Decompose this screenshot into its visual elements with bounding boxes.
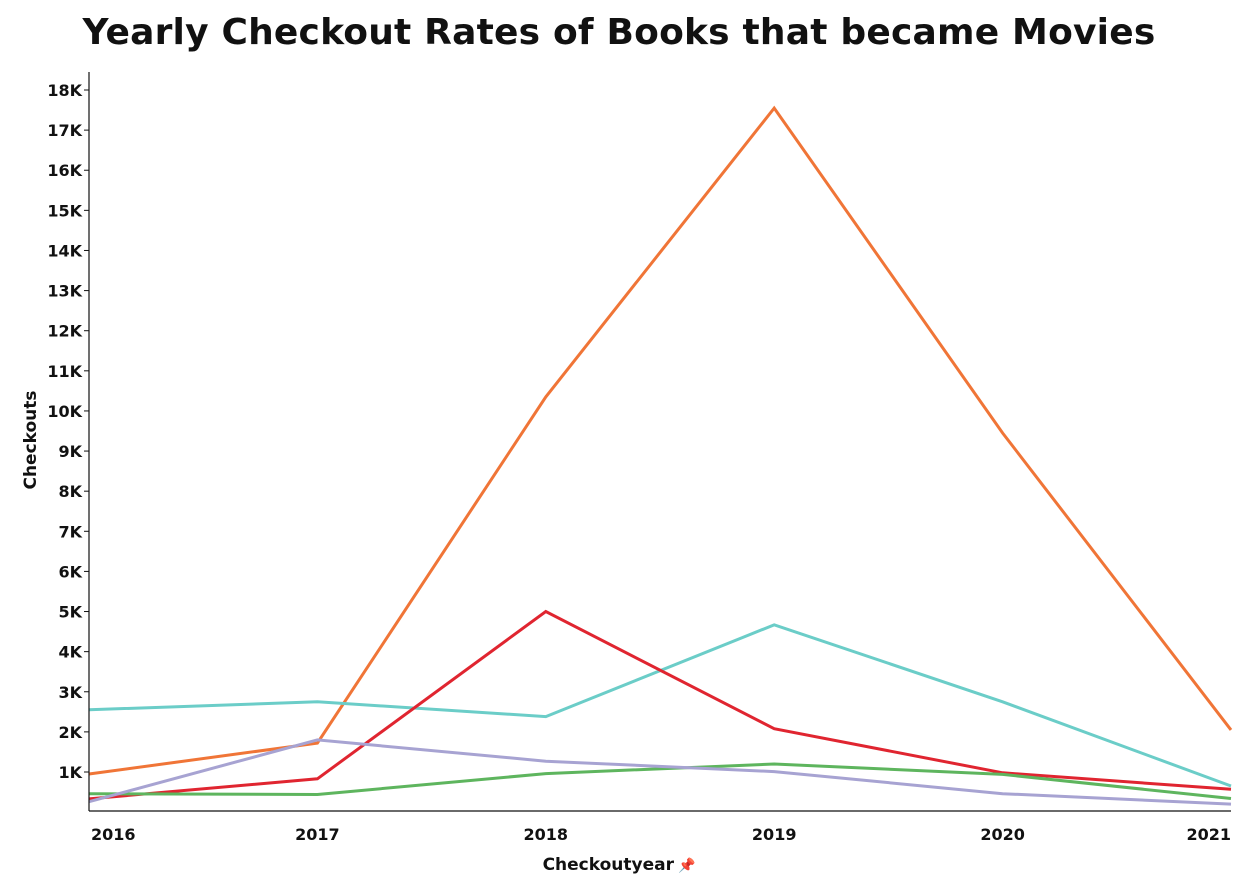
x-axis-label: Checkoutyear — [542, 855, 674, 875]
x-tick-label: 2020 — [980, 825, 1025, 844]
x-tick-label: 2021 — [1186, 825, 1231, 844]
y-axis-ticks: 1K 2K 3K 4K 5K 6K 7K 8K 9K 10K 11K 12K 13K 14K 15K 16K 1… — [47, 81, 89, 782]
y-tick-label: 16K — [47, 161, 82, 180]
y-tick-label: 5K — [58, 603, 82, 622]
y-tick-label: 18K — [47, 81, 82, 100]
y-tick-label: 13K — [47, 282, 82, 301]
y-tick-label: 15K — [47, 201, 82, 220]
series-lines — [88, 105, 1233, 806]
y-tick-label: 17K — [47, 121, 82, 140]
series-line-1[interactable] — [88, 105, 1233, 776]
x-tick-label: 2019 — [752, 825, 797, 844]
series-line-5[interactable] — [88, 738, 1232, 806]
series-line-2[interactable] — [88, 623, 1232, 788]
x-tick-label: 2016 — [91, 825, 136, 844]
y-tick-label: 3K — [58, 683, 82, 702]
y-tick-label: 8K — [58, 482, 82, 501]
pin-icon[interactable]: 📌 — [677, 858, 696, 874]
y-tick-label: 6K — [58, 562, 82, 581]
y-tick-label: 2K — [58, 723, 82, 742]
y-tick-label: 12K — [47, 322, 82, 341]
chart-title: Yearly Checkout Rates of Books that beca… — [82, 12, 1156, 53]
series-line-4[interactable] — [88, 762, 1232, 800]
series-line-3[interactable] — [88, 609, 1232, 801]
y-tick-label: 4K — [58, 643, 82, 662]
y-tick-label: 7K — [58, 522, 82, 541]
y-tick-label: 14K — [47, 241, 82, 260]
y-tick-label: 1K — [58, 763, 82, 782]
y-tick-label: 9K — [58, 442, 82, 461]
y-tick-label: 11K — [47, 362, 82, 381]
x-axis-ticks: 2016 2017 2018 2019 2020 2021 — [91, 825, 1231, 844]
x-tick-label: 2017 — [295, 825, 340, 844]
x-axis-label-container: Checkoutyear 📌 — [0, 855, 1238, 875]
x-tick-label: 2018 — [524, 825, 569, 844]
y-tick-label: 10K — [47, 402, 82, 421]
